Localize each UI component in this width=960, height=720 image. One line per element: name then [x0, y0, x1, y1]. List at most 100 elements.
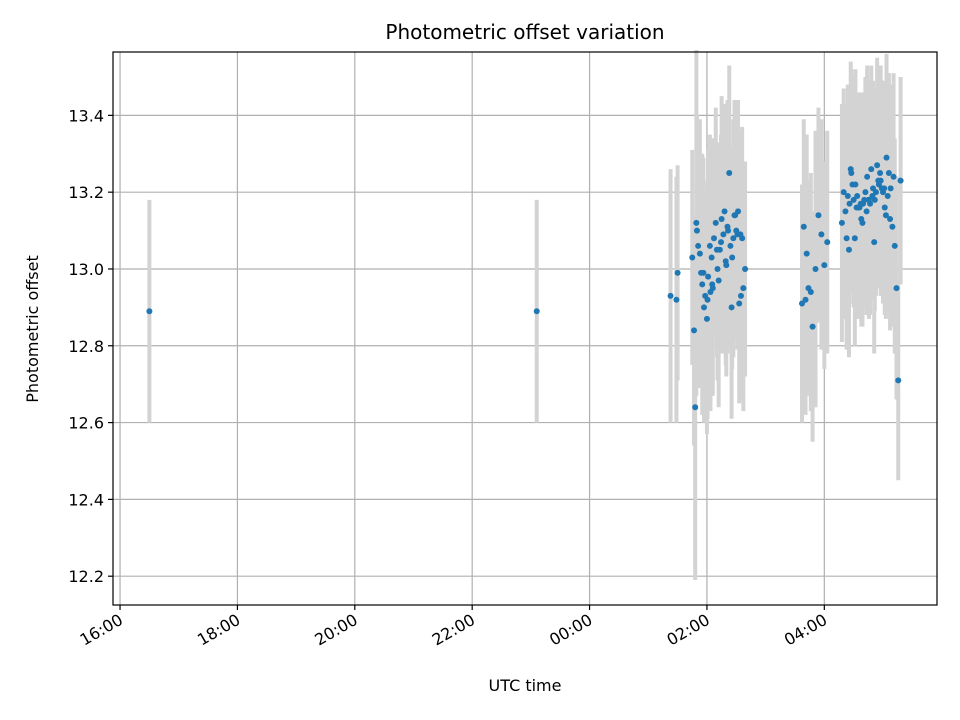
x-axis-label: UTC time: [489, 676, 562, 695]
y-tick-label: 13.4: [68, 106, 104, 125]
data-point: [706, 242, 713, 249]
data-point: [708, 254, 715, 261]
grid: [113, 52, 937, 605]
data-point: [884, 193, 891, 200]
data-point: [723, 262, 730, 269]
data-point: [703, 315, 710, 322]
data-point: [700, 269, 707, 276]
data-point: [802, 296, 809, 303]
data-point: [704, 296, 711, 303]
data-point: [693, 227, 700, 234]
data-point: [689, 254, 696, 261]
data-point: [843, 235, 850, 242]
data-point: [812, 265, 819, 272]
data-point: [726, 169, 733, 176]
data-point: [803, 250, 810, 257]
data-point: [847, 166, 854, 173]
data-point: [846, 200, 853, 207]
y-tick-label: 13.0: [68, 260, 104, 279]
data-point: [709, 281, 716, 288]
plot-area-frame: [112, 51, 938, 606]
data-point: [730, 235, 737, 242]
data-point: [890, 173, 897, 180]
data-point: [815, 212, 822, 219]
data-point: [800, 223, 807, 230]
y-tick-label: 12.8: [68, 337, 104, 356]
y-tick-label: 12.6: [68, 414, 104, 433]
data-point: [699, 281, 706, 288]
data-point: [735, 208, 742, 215]
data-point: [715, 277, 722, 284]
data-point: [849, 181, 856, 188]
data-point: [692, 404, 699, 411]
data-point: [737, 231, 744, 238]
data-point: [673, 296, 680, 303]
data-point: [707, 289, 714, 296]
data-point: [868, 166, 875, 173]
chart-title: Photometric offset variation: [385, 20, 664, 44]
data-point: [887, 216, 894, 223]
data-point: [875, 177, 882, 184]
data-point: [728, 304, 735, 311]
data-point: [844, 193, 851, 200]
data-point: [865, 196, 872, 203]
data-point: [845, 246, 852, 253]
data-point: [695, 242, 702, 249]
data-points: [146, 154, 904, 411]
data-point: [725, 227, 732, 234]
data-point: [895, 377, 902, 384]
data-point: [864, 173, 871, 180]
data-point: [721, 208, 728, 215]
data-point: [729, 254, 736, 261]
data-point: [809, 323, 816, 330]
data-point: [533, 308, 540, 315]
data-point: [897, 177, 904, 184]
data-point: [885, 169, 892, 176]
data-point: [712, 219, 719, 226]
data-point: [146, 308, 153, 315]
data-point: [854, 193, 861, 200]
data-point: [714, 265, 721, 272]
data-point: [718, 239, 725, 246]
data-point: [691, 327, 698, 334]
data-point: [889, 223, 896, 230]
data-point: [713, 246, 720, 253]
data-point: [693, 219, 700, 226]
data-point: [710, 235, 717, 242]
y-tick-label: 12.4: [68, 490, 104, 509]
data-point: [881, 204, 888, 211]
data-point: [718, 216, 725, 223]
data-point: [842, 208, 849, 215]
data-point: [850, 196, 857, 203]
data-point: [727, 242, 734, 249]
data-point: [705, 273, 712, 280]
data-point: [859, 219, 866, 226]
y-tick-label: 13.2: [68, 183, 104, 202]
data-point: [887, 185, 894, 192]
data-point: [737, 292, 744, 299]
data-point: [877, 169, 884, 176]
data-point: [874, 162, 881, 169]
data-point: [720, 231, 727, 238]
data-point: [853, 204, 860, 211]
data-point: [869, 193, 876, 200]
data-point: [881, 185, 888, 192]
data-point: [740, 285, 747, 292]
data-point: [861, 196, 868, 203]
data-point: [799, 300, 806, 307]
data-point: [807, 289, 814, 296]
data-point: [857, 200, 864, 207]
data-point: [871, 239, 878, 246]
data-point: [824, 239, 831, 246]
data-point: [840, 189, 847, 196]
data-point: [736, 300, 743, 307]
data-point: [701, 304, 708, 311]
data-point: [818, 231, 825, 238]
data-point: [696, 250, 703, 257]
y-axis: 12.2 12.4 12.6 12.8 13.0 13.2 13.4: [68, 106, 113, 586]
data-point: [882, 212, 889, 219]
data-point: [883, 154, 890, 161]
data-point: [838, 219, 845, 226]
